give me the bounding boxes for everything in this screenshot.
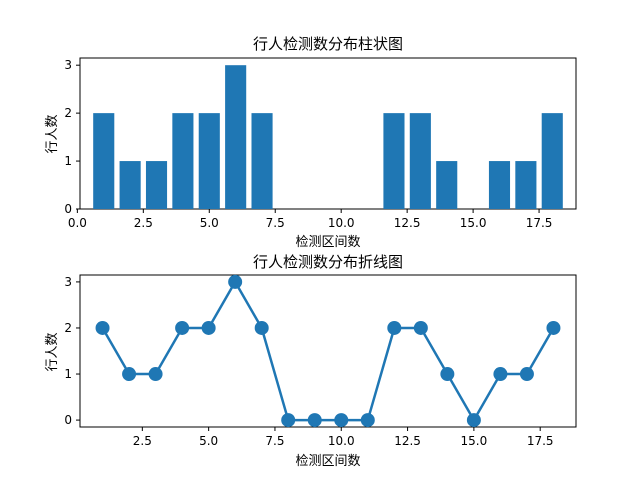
x-tick-label: 17.5 xyxy=(526,216,553,230)
x-tick-label: 10.0 xyxy=(328,216,355,230)
x-tick-label: 0.0 xyxy=(68,216,87,230)
line-plot-frame xyxy=(79,274,577,428)
point-18 xyxy=(546,320,561,335)
line-y-axis-label: 行人数 xyxy=(45,332,60,371)
bar-y-axis-label: 行人数 xyxy=(45,114,60,153)
x-tick-label: 7.5 xyxy=(266,216,285,230)
x-tick-label: 12.5 xyxy=(394,434,421,448)
x-tick-label: 2.5 xyxy=(134,216,153,230)
y-tick-label: 3 xyxy=(64,275,72,289)
x-tick-label: 15.0 xyxy=(460,216,487,230)
bar-3 xyxy=(145,161,168,209)
x-tick-label: 7.5 xyxy=(265,434,284,448)
bar-chart-title: 行人检测数分布柱状图 xyxy=(253,35,403,53)
line-x-axis-ticks: 2.5 5.0 7.5 10.0 12.5 15.0 17.5 xyxy=(133,427,554,448)
bar-x-axis-ticks: 0.0 2.5 5.0 7.5 10.0 12.5 15.0 17.5 xyxy=(68,209,553,230)
point-11 xyxy=(360,413,375,428)
bar-plot-frame xyxy=(79,57,577,210)
point-8 xyxy=(281,413,296,428)
point-6 xyxy=(228,274,243,289)
x-tick-label: 12.5 xyxy=(394,216,421,230)
y-tick-label: 0 xyxy=(64,202,72,216)
bar-14 xyxy=(436,161,458,209)
point-17 xyxy=(519,367,534,382)
y-tick-label: 2 xyxy=(64,106,72,120)
point-13 xyxy=(413,320,428,335)
bar-x-axis-label: 检测区间数 xyxy=(295,235,360,250)
bar-chart: 行人检测数分布柱状图 0.0 2.5 5.0 7.5 10.0 12.5 15.0 17.5 … xyxy=(45,35,577,250)
point-5 xyxy=(201,320,216,335)
bar-4 xyxy=(172,113,194,209)
point-9 xyxy=(307,413,322,428)
bar-1 xyxy=(93,113,115,209)
point-15 xyxy=(466,413,481,428)
point-1 xyxy=(95,320,110,335)
point-2 xyxy=(122,367,137,382)
y-tick-label: 2 xyxy=(64,321,72,335)
point-3 xyxy=(148,367,163,382)
bar-12 xyxy=(383,113,405,209)
point-10 xyxy=(334,413,349,428)
point-14 xyxy=(440,367,455,382)
line-y-axis-ticks: 0 1 2 3 xyxy=(64,275,80,427)
bar-2 xyxy=(119,161,141,209)
bar-13 xyxy=(409,113,431,209)
line-chart-title: 行人检测数分布折线图 xyxy=(253,253,403,271)
bar-17 xyxy=(515,161,537,209)
y-tick-label: 3 xyxy=(64,58,72,72)
x-tick-label: 5.0 xyxy=(199,434,218,448)
x-tick-label: 2.5 xyxy=(133,434,152,448)
x-tick-label: 17.5 xyxy=(527,434,554,448)
bar-18 xyxy=(541,113,563,209)
point-12 xyxy=(387,320,402,335)
bar-6 xyxy=(225,65,247,209)
line-x-axis-label: 检测区间数 xyxy=(295,454,360,469)
y-tick-label: 1 xyxy=(64,367,72,381)
y-tick-label: 0 xyxy=(64,413,72,427)
point-4 xyxy=(175,320,190,335)
bar-series xyxy=(93,65,563,209)
series-line xyxy=(101,280,555,422)
x-tick-label: 5.0 xyxy=(200,216,219,230)
line-chart: 行人检测数分布折线图 2.5 5.0 7.5 10.0 12.5 15.0 17.5 0 1 2… xyxy=(45,253,577,469)
point-16 xyxy=(493,367,508,382)
bar-16 xyxy=(488,161,511,209)
y-tick-label: 1 xyxy=(64,154,72,168)
x-tick-label: 10.0 xyxy=(328,434,355,448)
x-tick-label: 15.0 xyxy=(461,434,488,448)
point-7 xyxy=(254,320,269,335)
bar-7 xyxy=(251,113,273,209)
bar-5 xyxy=(198,113,220,209)
bar-y-axis-ticks: 0 1 2 3 xyxy=(64,58,80,216)
line-series xyxy=(95,274,561,428)
